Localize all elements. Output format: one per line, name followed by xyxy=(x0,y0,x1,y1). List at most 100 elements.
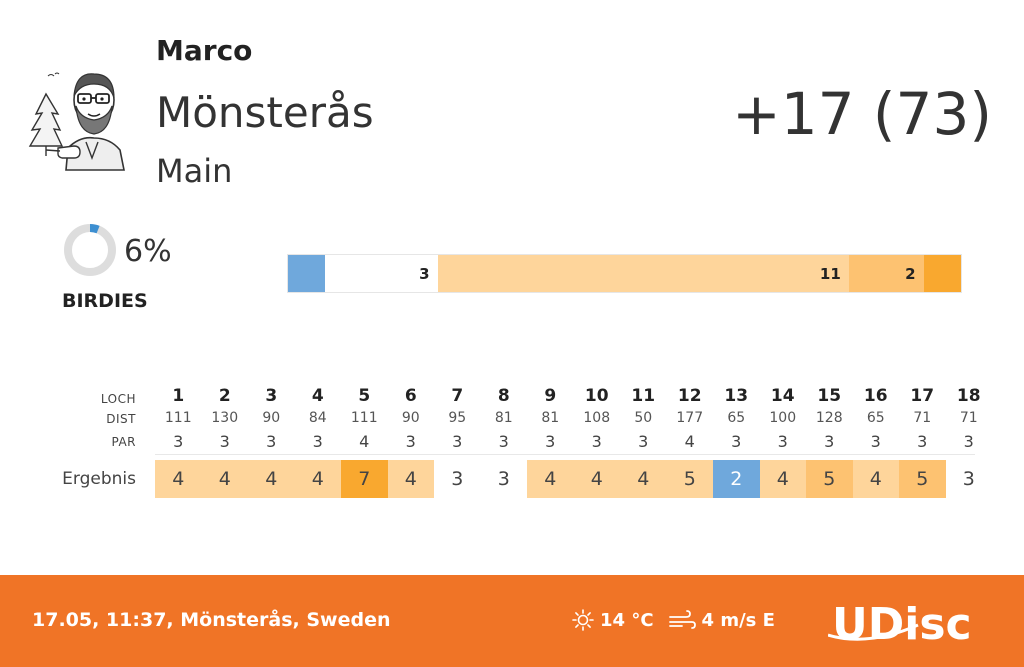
hole-number: 4 xyxy=(311,386,324,406)
tree-sketch xyxy=(28,92,64,156)
hole-result: 5 xyxy=(806,460,853,498)
hole-par: 3 xyxy=(173,432,184,451)
wind-icon xyxy=(668,610,696,629)
birdie-donut-chart xyxy=(64,224,116,276)
hole-result: 3 xyxy=(451,468,464,490)
hole-par: 3 xyxy=(219,432,230,451)
hole-row-label: LOCH xyxy=(100,392,136,406)
hole-distance: 84 xyxy=(308,410,327,426)
hole-par: 3 xyxy=(545,432,556,451)
hole-number: 9 xyxy=(544,386,557,406)
hole-result: 4 xyxy=(155,460,202,498)
hole-row: LOCH 1 2 3 4 5 6 7 8 9 10 11 12 13 14 15 16 17 18 xyxy=(0,386,1024,410)
hole-distance: 71 xyxy=(913,410,932,426)
hole-result: 4 xyxy=(759,460,806,498)
hole-par: 3 xyxy=(312,432,323,451)
hole-par: 3 xyxy=(917,432,928,451)
hole-par: 3 xyxy=(452,432,463,451)
hole-number: 8 xyxy=(497,386,510,406)
hole-result: 4 xyxy=(201,460,248,498)
hole-number: 3 xyxy=(265,386,278,406)
hole-distance: 111 xyxy=(164,410,192,426)
total-score: +17 (73) xyxy=(732,80,992,148)
hole-result: 3 xyxy=(497,468,510,490)
result-row-label: Ergebnis xyxy=(62,469,136,489)
distribution-segment-birdie xyxy=(288,255,326,292)
course-name: Mönsterås xyxy=(156,88,374,137)
hole-par: 3 xyxy=(963,432,974,451)
distribution-count: 2 xyxy=(905,264,916,283)
par-row-label: PAR xyxy=(111,435,136,449)
hole-result: 5 xyxy=(899,460,946,498)
hole-distance: 108 xyxy=(583,410,611,426)
brand-text: UDisc xyxy=(832,599,972,649)
hole-distance: 71 xyxy=(959,410,978,426)
hole-par: 3 xyxy=(731,432,742,451)
hole-distance: 100 xyxy=(769,410,797,426)
distribution-count: 11 xyxy=(819,264,841,283)
distribution-count: 3 xyxy=(419,264,430,283)
hole-number: 14 xyxy=(770,386,795,406)
hole-par: 4 xyxy=(684,432,695,451)
hole-result: 3 xyxy=(962,468,975,490)
donut-track xyxy=(64,224,116,276)
layout-name: Main xyxy=(156,152,233,190)
hole-result: 2 xyxy=(713,460,760,498)
hole-number: 13 xyxy=(724,386,749,406)
hole-result: 4 xyxy=(620,460,667,498)
hole-number: 2 xyxy=(218,386,231,406)
hole-distance: 111 xyxy=(350,410,378,426)
hole-par: 3 xyxy=(591,432,602,451)
footer-bar: 17.05, 11:37, Mönsterås, Sweden 14 °C 4 … xyxy=(0,575,1024,667)
distribution-segment-par: 3 xyxy=(325,255,438,292)
hole-number: 18 xyxy=(956,386,981,406)
hole-result: 4 xyxy=(852,460,899,498)
hole-number: 7 xyxy=(451,386,464,406)
distribution-segment-triple-bogey-plus xyxy=(923,255,961,292)
scorecard-divider xyxy=(155,454,975,455)
hole-par: 3 xyxy=(777,432,788,451)
hole-distance: 81 xyxy=(541,410,560,426)
hole-number: 6 xyxy=(404,386,417,406)
hole-distance: 95 xyxy=(448,410,467,426)
hole-number: 10 xyxy=(584,386,609,406)
hole-distance: 128 xyxy=(815,410,843,426)
hole-number: 11 xyxy=(631,386,656,406)
hole-par: 4 xyxy=(359,432,370,451)
hole-par: 3 xyxy=(266,432,277,451)
udisc-logo: UDisc xyxy=(828,599,972,649)
hole-result: 4 xyxy=(527,460,574,498)
wind: 4 m/s E xyxy=(701,609,775,631)
hole-distance: 50 xyxy=(634,410,653,426)
distribution-segment-bogey: 11 xyxy=(437,255,849,292)
weather-info: 14 °C 4 m/s E xyxy=(572,609,775,631)
hole-number: 16 xyxy=(863,386,888,406)
hole-distance: 90 xyxy=(401,410,420,426)
hole-number: 1 xyxy=(172,386,185,406)
hole-par: 3 xyxy=(638,432,649,451)
hole-par: 3 xyxy=(498,432,509,451)
hole-number: 17 xyxy=(910,386,935,406)
hole-par: 3 xyxy=(405,432,416,451)
hole-number: 12 xyxy=(677,386,702,406)
birdie-percentage: 6% xyxy=(124,234,172,269)
hole-distance: 65 xyxy=(866,410,885,426)
hole-number: 15 xyxy=(817,386,842,406)
hole-par: 3 xyxy=(824,432,835,451)
par-row: PAR 3 3 3 3 4 3 3 3 3 3 3 4 3 3 3 3 3 3 xyxy=(0,432,1024,456)
distance-row-label: DIST xyxy=(106,412,136,426)
distribution-segment-double-bogey: 2 xyxy=(848,255,924,292)
score-distribution-bar: 3 11 2 xyxy=(287,254,962,293)
hole-result: 5 xyxy=(666,460,713,498)
hole-number: 5 xyxy=(358,386,371,406)
hole-distance: 130 xyxy=(211,410,239,426)
hole-distance: 81 xyxy=(494,410,513,426)
logo-swoosh xyxy=(828,623,919,641)
birdies-label: BIRDIES xyxy=(62,290,148,312)
distance-row: DIST 111 130 90 84 111 90 95 81 81 108 50 177 65 100 1… xyxy=(0,410,1024,434)
donut-fill xyxy=(64,224,116,276)
hole-result: 4 xyxy=(387,460,434,498)
player-name: Marco xyxy=(156,34,253,67)
hole-result: 4 xyxy=(248,460,295,498)
